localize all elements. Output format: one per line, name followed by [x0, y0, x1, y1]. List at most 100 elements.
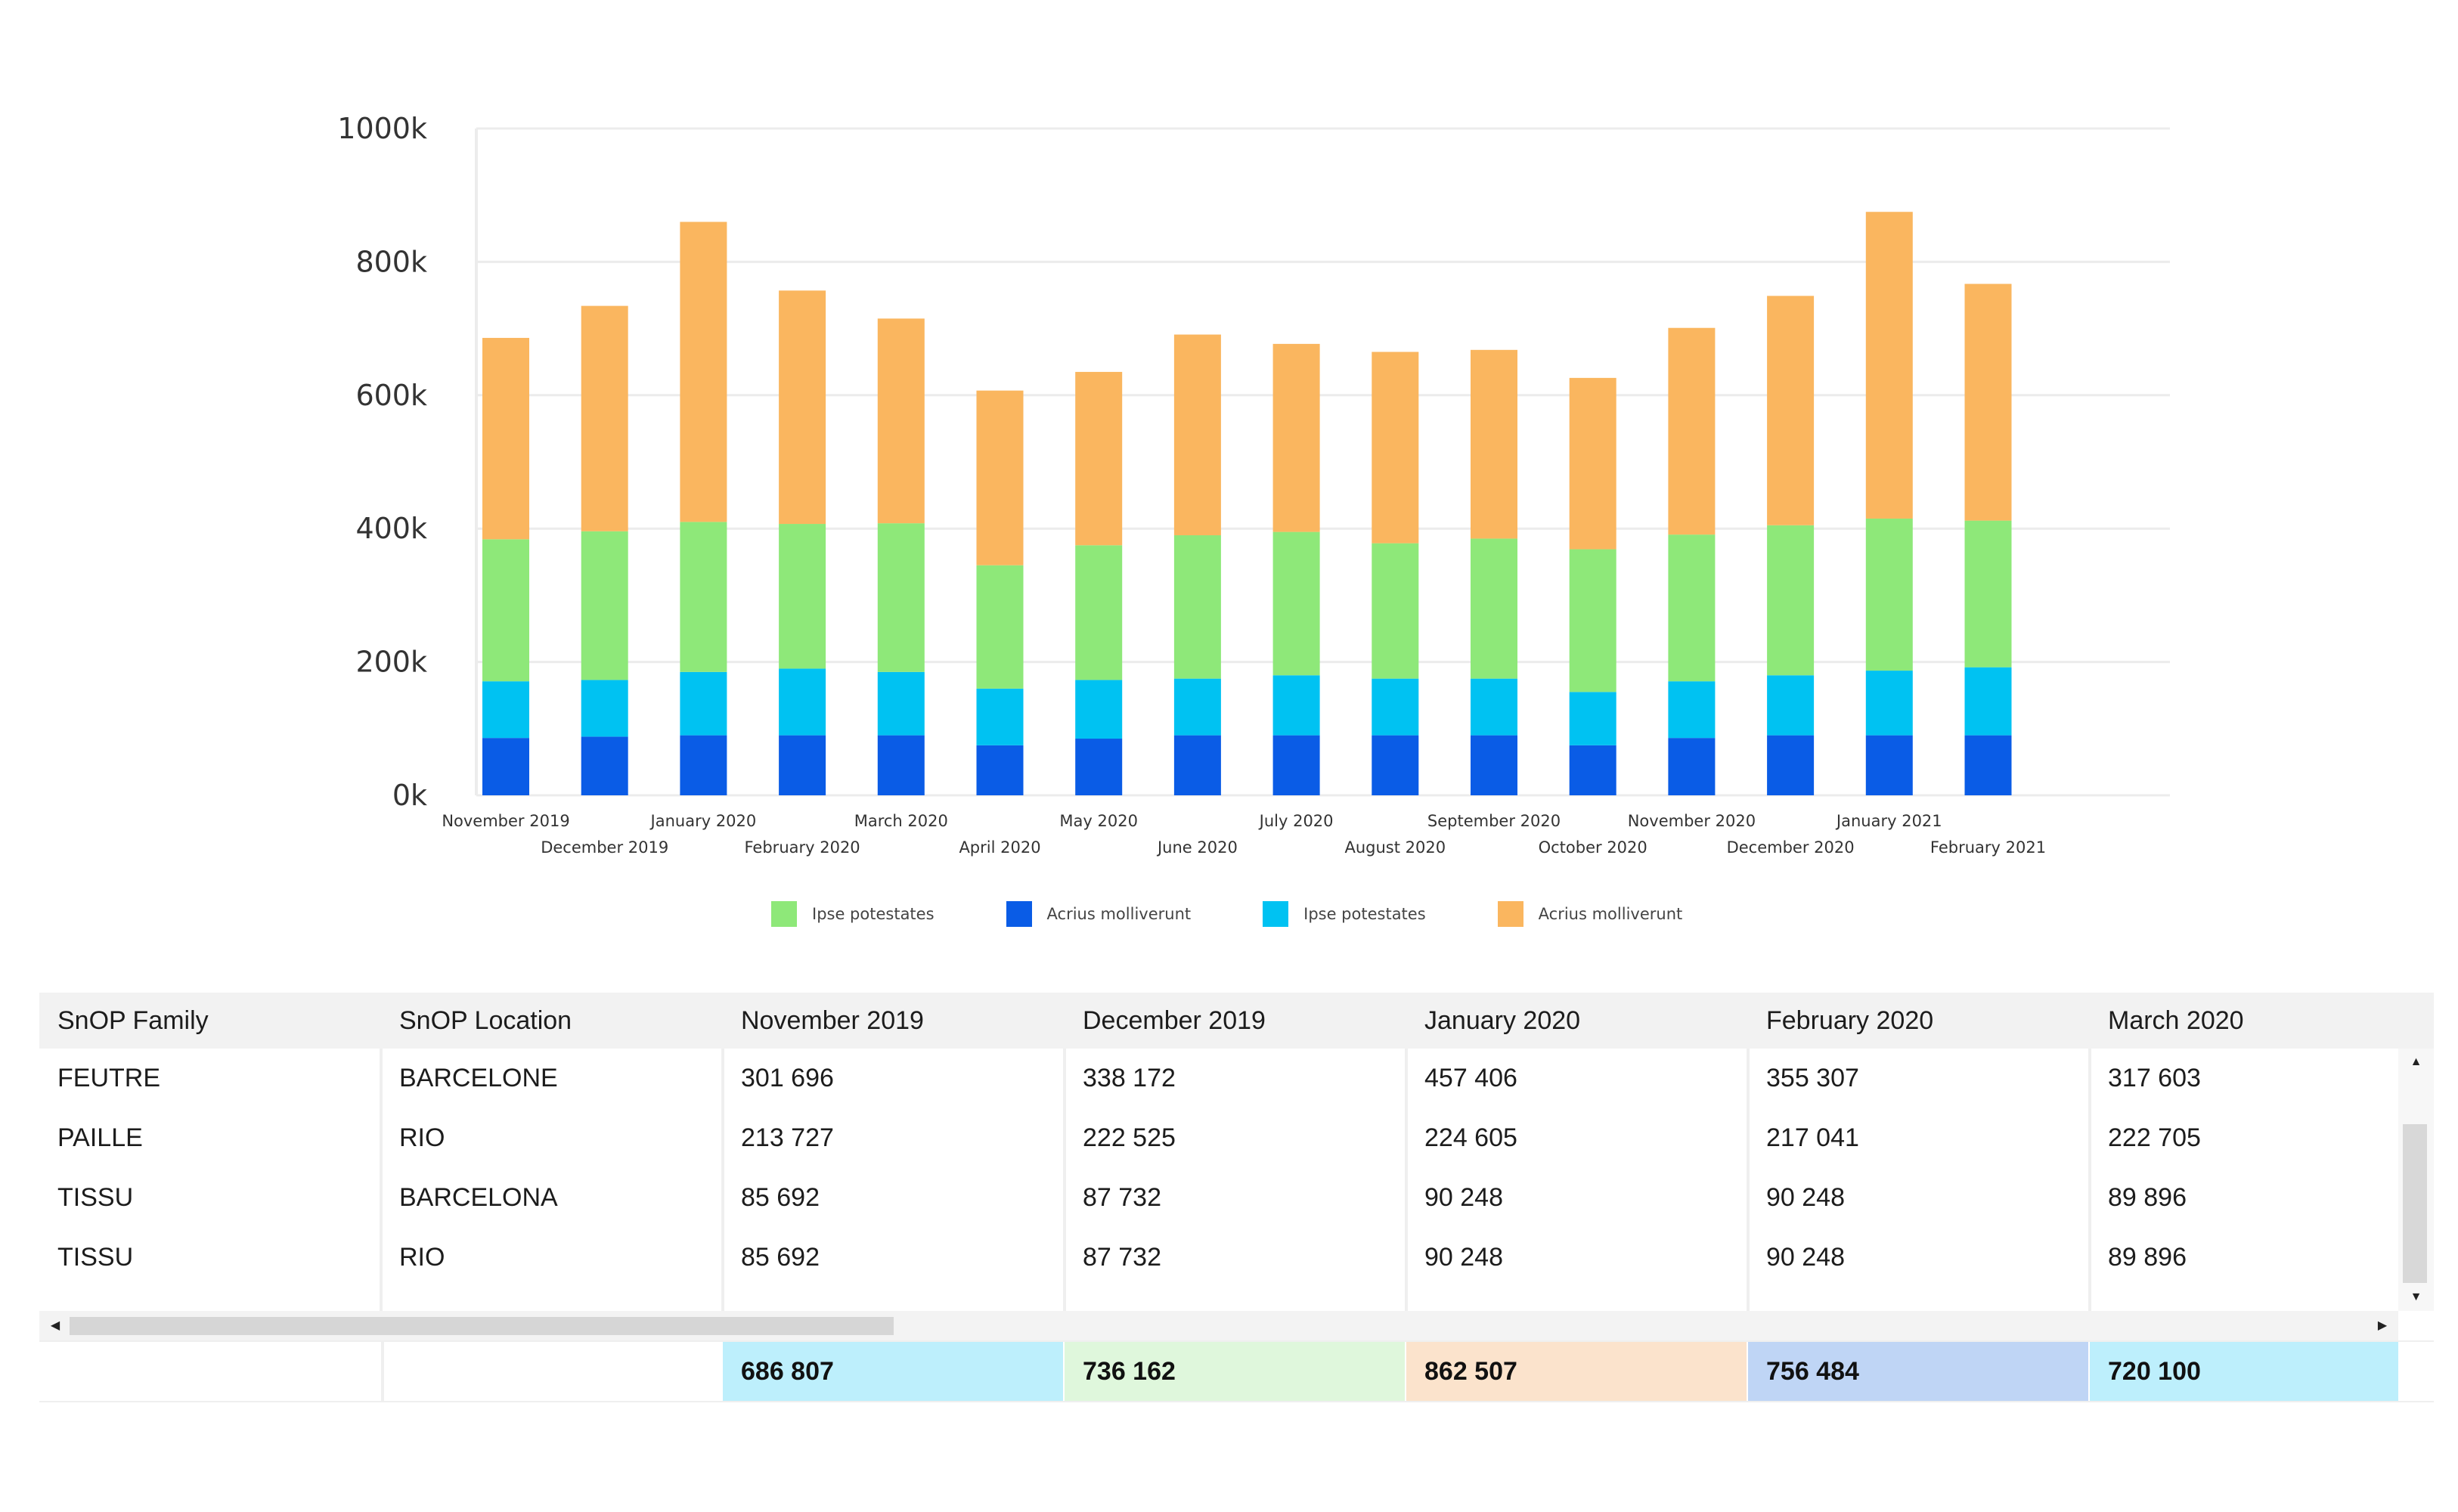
- x-tick-label: January 2021: [1835, 812, 1942, 830]
- vertical-scroll-thumb[interactable]: [2403, 1124, 2427, 1283]
- scroll-left-arrow-icon[interactable]: ◀: [50, 1319, 60, 1332]
- table-cell: 89 896: [2108, 1243, 2187, 1272]
- legend-item[interactable]: Ipse potestates: [1263, 901, 1426, 927]
- bar-segment: [1865, 518, 1913, 671]
- total-cell: 862 507: [1406, 1342, 1747, 1401]
- chart-legend: Ipse potestates Acrius molliverunt Ipse …: [771, 901, 1754, 927]
- y-tick-label: 0k: [392, 779, 427, 812]
- legend-item[interactable]: Acrius molliverunt: [1006, 901, 1192, 927]
- bar-segment: [877, 318, 925, 524]
- bar-segment: [1272, 735, 1320, 795]
- column-header-location[interactable]: SnOP Location: [399, 1006, 572, 1035]
- scroll-up-arrow-icon[interactable]: ▲: [2410, 1055, 2422, 1068]
- bar-segment: [1471, 538, 1517, 679]
- bar-segment: [877, 735, 925, 795]
- bar-segment: [1668, 681, 1716, 739]
- horizontal-scroll-thumb[interactable]: [70, 1317, 894, 1335]
- legend-item[interactable]: Acrius molliverunt: [1497, 901, 1683, 927]
- legend-swatch: [771, 901, 797, 927]
- bar-segment: [976, 565, 1024, 689]
- total-cell: 720 100: [2090, 1342, 2398, 1401]
- bar-segment: [779, 668, 826, 736]
- x-tick-label: August 2020: [1344, 838, 1446, 857]
- table-cell: 213 727: [741, 1123, 834, 1152]
- legend-label: Acrius molliverunt: [1046, 905, 1192, 923]
- bar-segment: [1173, 678, 1221, 736]
- bar-segment: [1569, 692, 1616, 745]
- x-tick-label: July 2020: [1258, 812, 1334, 830]
- bar-segment: [482, 337, 529, 540]
- horizontal-scrollbar[interactable]: ◀ ▶: [39, 1311, 2398, 1340]
- table-cell: 217 041: [1766, 1123, 1859, 1152]
- table-cell: 87 732: [1083, 1243, 1161, 1272]
- column-header-month[interactable]: February 2020: [1766, 1006, 1934, 1035]
- column-header-month[interactable]: March 2020: [2108, 1006, 2244, 1035]
- bar-segment: [1372, 352, 1419, 544]
- bar-segment: [1668, 327, 1716, 535]
- bar-segment: [779, 735, 826, 795]
- table-cell: 90 248: [1424, 1243, 1503, 1272]
- bar-segment: [1272, 343, 1320, 532]
- legend-swatch: [1263, 901, 1289, 927]
- x-tick-label: January 2020: [649, 812, 757, 830]
- grid-body: FEUTRE BARCELONE 301 696 338 172 457 406…: [39, 1049, 2398, 1311]
- column-header-family[interactable]: SnOP Family: [57, 1006, 209, 1035]
- table-row[interactable]: PAILLE RIO 213 727 222 525 224 605 217 0…: [39, 1108, 2398, 1168]
- legend-label: Acrius molliverunt: [1538, 905, 1683, 923]
- legend-swatch: [1006, 901, 1032, 927]
- column-header-month[interactable]: January 2020: [1424, 1006, 1581, 1035]
- legend-swatch: [1497, 901, 1523, 927]
- x-tick-label: May 2020: [1059, 812, 1138, 830]
- bar-segment: [581, 736, 628, 795]
- bar-segment: [1964, 520, 2012, 668]
- data-grid: SnOP Family SnOP Location November 2019 …: [39, 993, 2434, 1402]
- table-cell: RIO: [399, 1243, 445, 1272]
- scroll-down-arrow-icon[interactable]: ▼: [2410, 1290, 2422, 1303]
- bar-segment: [482, 539, 529, 682]
- bar-segment: [1372, 678, 1419, 736]
- column-header-month[interactable]: November 2019: [741, 1006, 924, 1035]
- bar-segment: [1865, 212, 1913, 519]
- y-tick-label: 400k: [355, 512, 427, 545]
- bar-segment: [482, 681, 529, 739]
- x-tick-label: December 2020: [1727, 838, 1855, 857]
- column-divider: [1747, 1049, 1750, 1311]
- bar-segment: [1767, 525, 1815, 676]
- table-cell: 224 605: [1424, 1123, 1517, 1152]
- bar-segment: [680, 522, 727, 672]
- bar-segment: [1173, 535, 1221, 679]
- column-divider: [721, 1049, 724, 1311]
- bar-segment: [1075, 739, 1123, 795]
- scroll-right-arrow-icon[interactable]: ▶: [2377, 1319, 2388, 1332]
- x-tick-label: November 2020: [1628, 812, 1756, 830]
- column-header-month[interactable]: December 2019: [1083, 1006, 1266, 1035]
- vertical-scrollbar[interactable]: ▲ ▼: [2398, 1049, 2434, 1311]
- column-divider: [1063, 1049, 1066, 1311]
- bar-segment: [1767, 675, 1815, 736]
- table-cell: 355 307: [1766, 1064, 1859, 1092]
- table-row[interactable]: TISSU BARCELONA 85 692 87 732 90 248 90 …: [39, 1168, 2398, 1228]
- bar-segment: [976, 390, 1024, 565]
- total-cell: [39, 1342, 380, 1401]
- bar-segment: [1767, 735, 1815, 795]
- bar-segment: [1272, 675, 1320, 736]
- table-row[interactable]: FEUTRE BARCELONE 301 696 338 172 457 406…: [39, 1049, 2398, 1108]
- grid-header: SnOP Family SnOP Location November 2019 …: [39, 993, 2434, 1049]
- table-cell: 338 172: [1083, 1064, 1176, 1092]
- bar-segment: [1272, 531, 1320, 676]
- table-cell: 85 692: [741, 1183, 820, 1212]
- bar-segment: [1075, 545, 1123, 680]
- x-tick-label: February 2020: [745, 838, 860, 857]
- table-cell: 222 525: [1083, 1123, 1176, 1152]
- table-cell: FEUTRE: [57, 1064, 160, 1092]
- legend-item[interactable]: Ipse potestates: [771, 901, 935, 927]
- bar-segment: [581, 531, 628, 680]
- table-cell: 85 692: [741, 1243, 820, 1272]
- table-row[interactable]: TISSU RIO 85 692 87 732 90 248 90 248 89…: [39, 1228, 2398, 1287]
- x-tick-label: December 2019: [541, 838, 668, 857]
- table-cell: PAILLE: [57, 1123, 143, 1152]
- table-cell: 457 406: [1424, 1064, 1517, 1092]
- bar-segment: [1471, 678, 1517, 736]
- total-cell: 756 484: [1748, 1342, 2088, 1401]
- bar-segment: [581, 305, 628, 531]
